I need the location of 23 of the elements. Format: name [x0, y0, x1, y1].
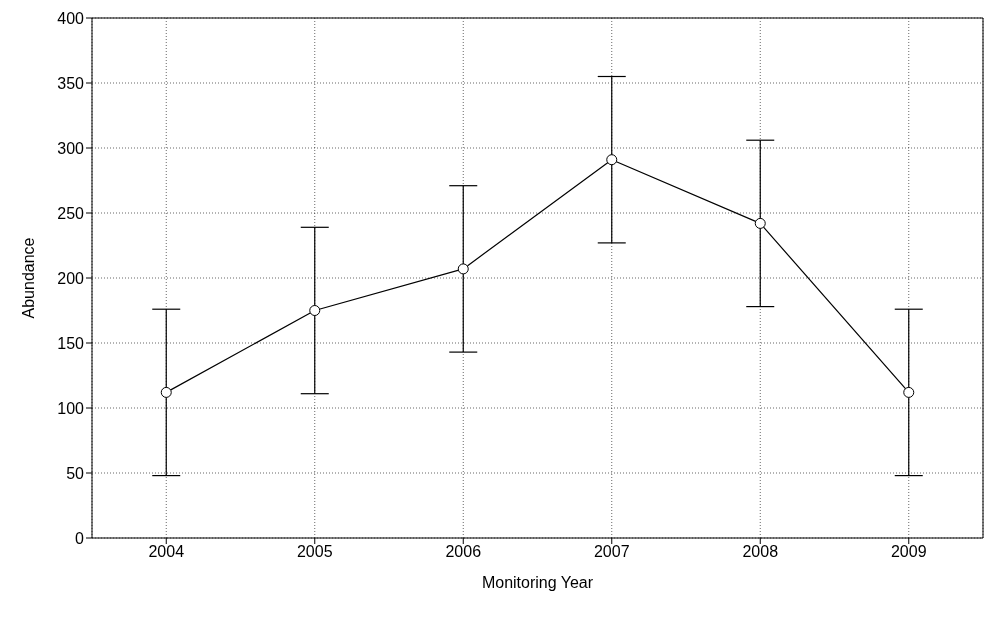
y-tick-label: 200 — [57, 269, 85, 287]
y-tick-label: 400 — [57, 9, 85, 27]
point — [457, 263, 469, 275]
x-tick-label: 2007 — [593, 543, 630, 561]
x-tick-label: 2005 — [296, 543, 333, 561]
y-tick-label: 250 — [57, 204, 85, 222]
x-axis-title: Monitoring Year — [481, 574, 594, 591]
x-tick-label: 2008 — [742, 543, 779, 561]
y-tick-label: 0 — [75, 529, 85, 547]
y-tick-label: 100 — [57, 399, 85, 417]
y-tick-label: 350 — [57, 74, 85, 92]
y-axis-title: Abundance — [19, 237, 37, 319]
point — [903, 386, 915, 398]
y-tick-label: 50 — [66, 464, 85, 482]
x-tick-label: 2009 — [890, 543, 927, 561]
point — [754, 217, 766, 229]
x-tick-label: 2004 — [148, 543, 185, 561]
y-tick-label: 150 — [57, 334, 85, 352]
point — [309, 305, 321, 316]
x-tick-label: 2006 — [445, 543, 482, 561]
y-tick-label: 300 — [57, 139, 85, 157]
point — [160, 386, 172, 398]
point — [606, 154, 618, 166]
